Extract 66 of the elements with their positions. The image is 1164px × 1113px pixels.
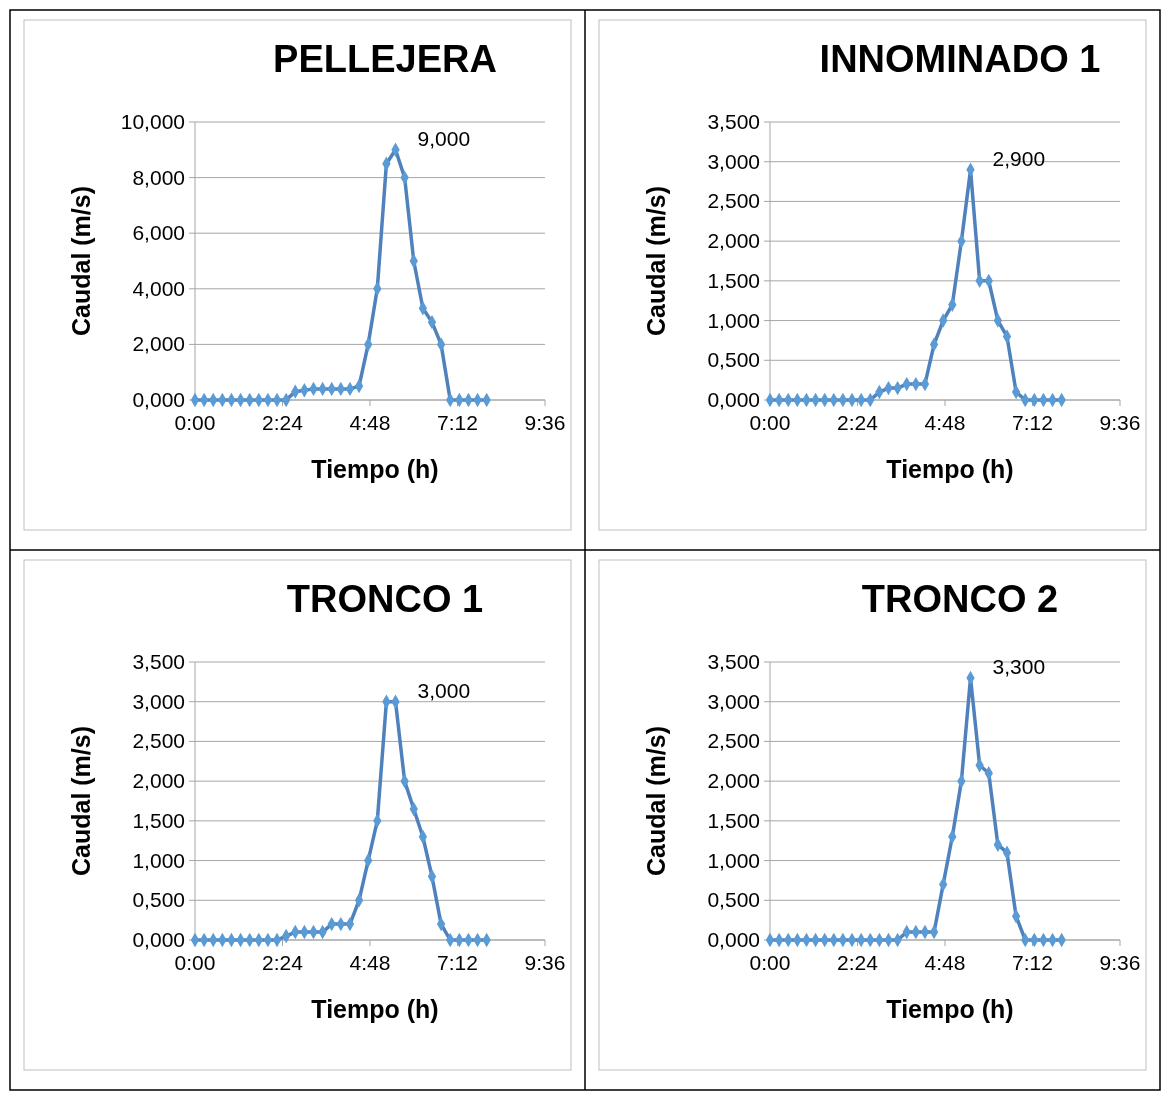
chart-title: TRONCO 2: [861, 578, 1059, 620]
x-axis-title: Tiempo (h): [886, 995, 1014, 1023]
data-label: 2,900: [992, 146, 1046, 170]
y-axis-title: Caudal (m/s): [67, 185, 95, 337]
y-tick-label: 0,500: [707, 348, 760, 372]
y-tick-label: 0,500: [132, 888, 185, 912]
y-tick-label: 3,500: [707, 650, 760, 673]
y-tick-label: 2,500: [707, 189, 760, 213]
y-tick-label: 1,000: [132, 848, 185, 872]
y-tick-label: 0,000: [132, 388, 185, 411]
x-tick-label: 9:36: [524, 411, 566, 434]
data-label: 3,000: [417, 678, 471, 702]
y-tick-label: 1,500: [707, 808, 760, 832]
x-tick-label: 4:48: [349, 411, 391, 434]
x-tick-label: 4:48: [924, 951, 966, 974]
y-axis-title: Caudal (m/s): [67, 725, 95, 877]
chart-title: PELLEJERA: [273, 38, 497, 80]
x-tick-label: 2:24: [262, 411, 304, 434]
y-tick-label: 0,000: [707, 928, 760, 951]
y-tick-label: 1,000: [707, 308, 760, 332]
y-tick-label: 0,000: [132, 928, 185, 951]
x-tick-label: 2:24: [262, 951, 304, 974]
y-tick-label: 3,500: [707, 110, 760, 133]
x-tick-label: 7:12: [1012, 951, 1053, 974]
x-tick-label: 7:12: [1012, 411, 1053, 434]
x-tick-label: 2:24: [837, 411, 879, 434]
x-tick-label: 9:36: [1099, 411, 1141, 434]
data-label: 3,300: [992, 654, 1046, 678]
x-tick-label: 7:12: [437, 411, 478, 434]
y-tick-label: 3,500: [132, 650, 185, 673]
y-tick-label: 2,000: [707, 229, 760, 253]
y-tick-label: 2,000: [132, 332, 185, 356]
x-axis-title: Tiempo (h): [311, 455, 439, 483]
y-tick-label: 3,000: [132, 689, 185, 713]
x-tick-label: 0:00: [174, 411, 216, 434]
y-tick-label: 6,000: [132, 221, 185, 245]
y-tick-label: 2,000: [132, 769, 185, 793]
x-tick-label: 9:36: [1099, 951, 1141, 974]
x-tick-label: 9:36: [524, 951, 566, 974]
x-tick-label: 2:24: [837, 951, 879, 974]
y-tick-label: 1,000: [707, 848, 760, 872]
y-tick-label: 2,000: [707, 769, 760, 793]
y-tick-label: 1,500: [707, 268, 760, 292]
x-axis-title: Tiempo (h): [886, 455, 1014, 483]
y-tick-label: 0,000: [707, 388, 760, 411]
chart-title: INNOMINADO 1: [819, 38, 1101, 80]
x-tick-label: 0:00: [749, 951, 791, 974]
x-tick-label: 4:48: [349, 951, 391, 974]
y-axis-title: Caudal (m/s): [642, 725, 670, 877]
x-tick-label: 0:00: [749, 411, 791, 434]
x-tick-label: 0:00: [174, 951, 216, 974]
x-tick-label: 7:12: [437, 951, 478, 974]
x-axis-title: Tiempo (h): [311, 995, 439, 1023]
y-tick-label: 3,000: [707, 689, 760, 713]
y-tick-label: 1,500: [132, 808, 185, 832]
y-tick-label: 4,000: [132, 276, 185, 300]
y-tick-label: 10,000: [120, 110, 185, 133]
data-label: 9,000: [417, 126, 471, 150]
y-tick-label: 3,000: [707, 149, 760, 173]
y-tick-label: 2,500: [707, 729, 760, 753]
y-tick-label: 8,000: [132, 165, 185, 189]
chart-title: TRONCO 1: [286, 578, 484, 620]
y-tick-label: 2,500: [132, 729, 185, 753]
x-tick-label: 4:48: [924, 411, 966, 434]
y-axis-title: Caudal (m/s): [642, 185, 670, 337]
y-tick-label: 0,500: [707, 888, 760, 912]
